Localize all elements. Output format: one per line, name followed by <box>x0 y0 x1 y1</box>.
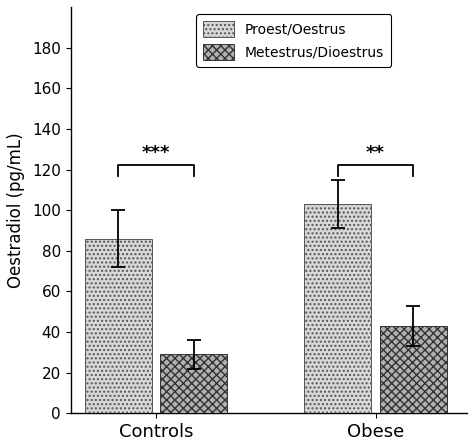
Text: **: ** <box>366 144 385 162</box>
Bar <box>380 326 447 414</box>
Y-axis label: Oestradiol (pg/mL): Oestradiol (pg/mL) <box>7 132 25 288</box>
Bar <box>160 354 228 414</box>
Legend: Proest/Oestrus, Metestrus/Dioestrus: Proest/Oestrus, Metestrus/Dioestrus <box>197 14 392 67</box>
Text: ***: *** <box>142 144 170 162</box>
Bar <box>85 239 152 414</box>
Bar <box>304 204 371 414</box>
